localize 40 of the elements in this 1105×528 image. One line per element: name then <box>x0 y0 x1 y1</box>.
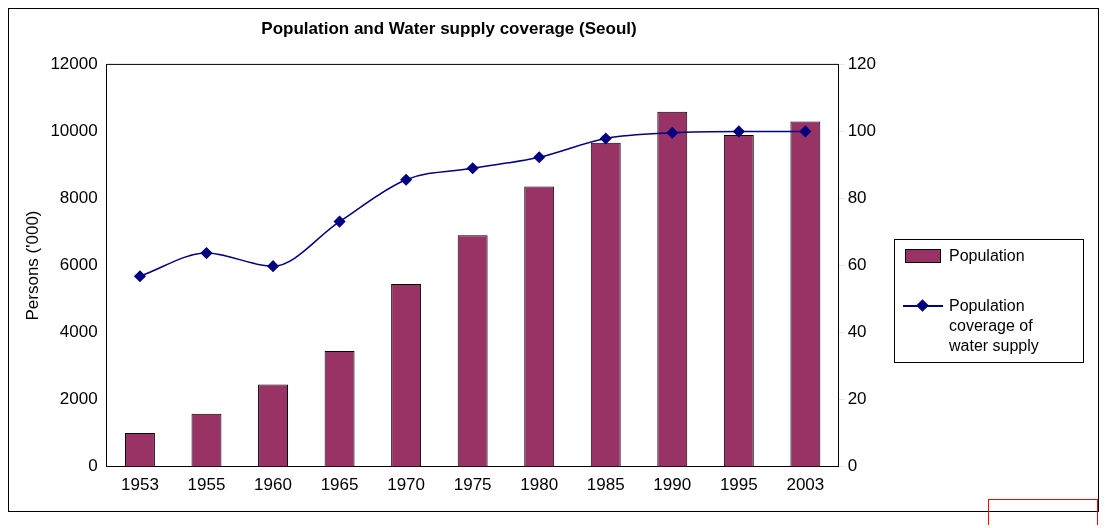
y2-tick-label: 120 <box>847 54 877 74</box>
x-tick-label: 1990 <box>653 475 692 495</box>
y-tick-label: 4000 <box>59 322 98 342</box>
point <box>333 215 346 228</box>
y-tick-label: 10000 <box>50 121 98 141</box>
x-tick-label: 1953 <box>121 475 159 495</box>
point <box>466 162 479 175</box>
point <box>733 125 745 138</box>
point <box>267 260 279 272</box>
x-tick-label: 1955 <box>187 475 226 495</box>
x-tick-label: 1960 <box>254 475 292 495</box>
y2-tick-label: 0 <box>847 456 858 476</box>
point <box>666 127 679 139</box>
y-tick-label: 12000 <box>50 54 98 74</box>
y2-tick-label: 100 <box>847 121 877 141</box>
y-axis-title: Persons ('000) <box>22 210 42 321</box>
x-tick-label: 1985 <box>586 475 625 495</box>
y-tick-label: 8000 <box>59 188 98 208</box>
y2-tick-label: 60 <box>847 255 867 275</box>
point <box>134 270 146 282</box>
point <box>400 173 412 186</box>
y2-tick-label: 20 <box>847 389 867 409</box>
y2-tick-label: 40 <box>847 322 867 342</box>
legend-label: Population <box>949 246 1025 266</box>
y2-tick-label: 80 <box>847 188 867 208</box>
point <box>533 151 545 163</box>
y-tick-label: 6000 <box>59 255 98 275</box>
y-tick-label: 2000 <box>59 389 98 409</box>
x-tick-label: 1970 <box>387 475 426 495</box>
y-tick-label: 0 <box>88 456 98 476</box>
x-tick-label: 1980 <box>520 475 559 495</box>
x-tick-label: 1995 <box>719 475 758 495</box>
legend-label: Population coverage of water supply <box>949 296 1040 356</box>
point <box>200 247 213 259</box>
x-tick-label: 2003 <box>786 475 825 495</box>
point <box>799 125 812 138</box>
x-tick-label: 1975 <box>453 475 492 495</box>
point <box>599 132 612 145</box>
chart-title: Population and Water supply coverage (Seoul) <box>261 18 637 38</box>
x-tick-label: 1965 <box>320 475 359 495</box>
